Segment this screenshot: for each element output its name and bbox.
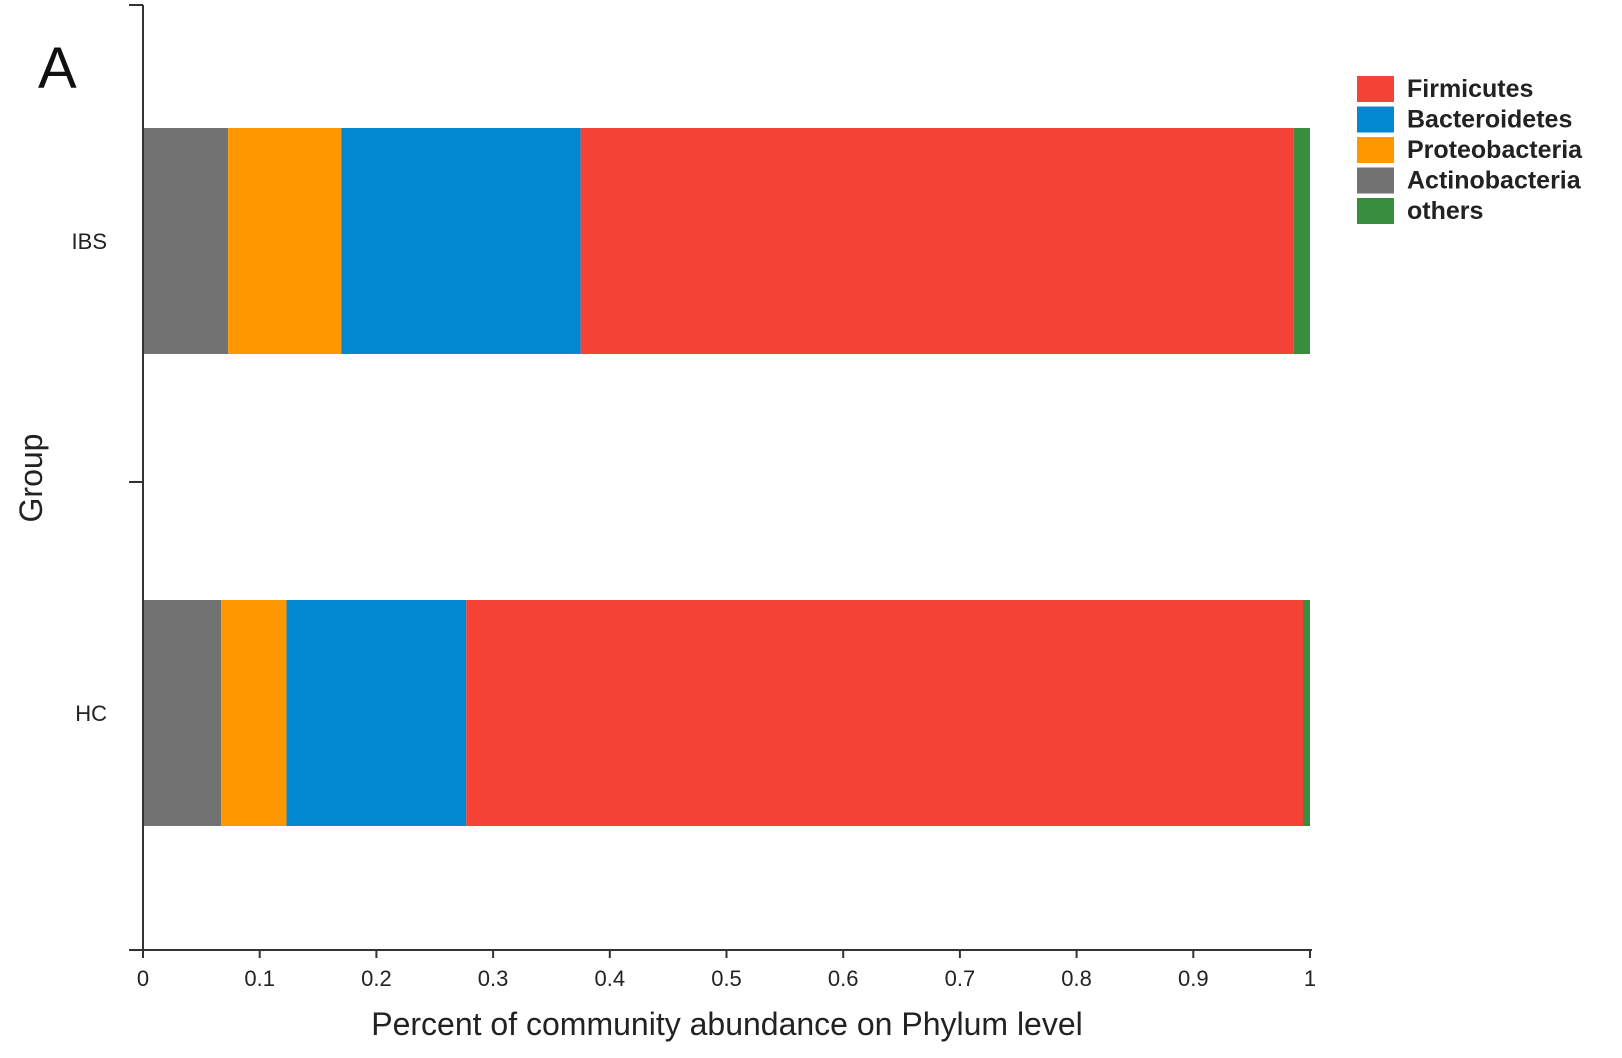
legend-swatch-others (1357, 198, 1394, 224)
bar-hc-bacteroidetes (286, 600, 467, 826)
legend-swatch-proteobacteria (1357, 137, 1394, 163)
bar-ibs-others (1293, 128, 1310, 354)
legend-swatch-firmicutes (1357, 76, 1394, 102)
category-label-ibs: IBS (72, 229, 107, 254)
bar-hc-actinobacteria (143, 600, 222, 826)
bar-ibs-actinobacteria (143, 128, 229, 354)
x-axis-title: Percent of community abundance on Phylum… (371, 1006, 1083, 1042)
category-label-hc: HC (75, 701, 107, 726)
x-tick-label: 0.9 (1178, 966, 1209, 991)
bar-hc-firmicutes (466, 600, 1303, 826)
legend-label-bacteroidetes: Bacteroidetes (1407, 106, 1572, 134)
category-labels-group: IBS HC (72, 229, 108, 726)
bar-hc-proteobacteria (221, 600, 287, 826)
y-axis-title: Group (13, 434, 49, 523)
panel-label: A (38, 36, 77, 101)
legend-label-firmicutes: Firmicutes (1407, 75, 1533, 103)
x-tick-label: 0.5 (711, 966, 742, 991)
x-tick-label: 0.2 (361, 966, 392, 991)
x-tick-label: 0.6 (828, 966, 859, 991)
legend-label-actinobacteria: Actinobacteria (1407, 167, 1582, 195)
x-tick-label: 1 (1304, 966, 1316, 991)
bar-hc-others (1303, 600, 1310, 826)
bar-ibs-proteobacteria (228, 128, 342, 354)
bars-group (143, 128, 1310, 826)
legend-swatch-bacteroidetes (1357, 106, 1394, 133)
bar-ibs-bacteroidetes (341, 128, 581, 354)
x-tick-label: 0.7 (945, 966, 976, 991)
x-ticks-group: 0 0.1 0.2 0.3 0.4 0.5 0.6 0.7 0.8 0.9 1 (137, 950, 1316, 991)
legend-label-others: others (1407, 197, 1483, 225)
x-tick-label: 0 (137, 966, 149, 991)
x-tick-label: 0.4 (595, 966, 626, 991)
legend-swatch-actinobacteria (1357, 167, 1394, 194)
bar-ibs-firmicutes (580, 128, 1294, 354)
x-tick-label: 0.3 (478, 966, 509, 991)
legend-label-proteobacteria: Proteobacteria (1407, 136, 1583, 164)
x-tick-label: 0.1 (244, 966, 275, 991)
x-tick-label: 0.8 (1061, 966, 1092, 991)
